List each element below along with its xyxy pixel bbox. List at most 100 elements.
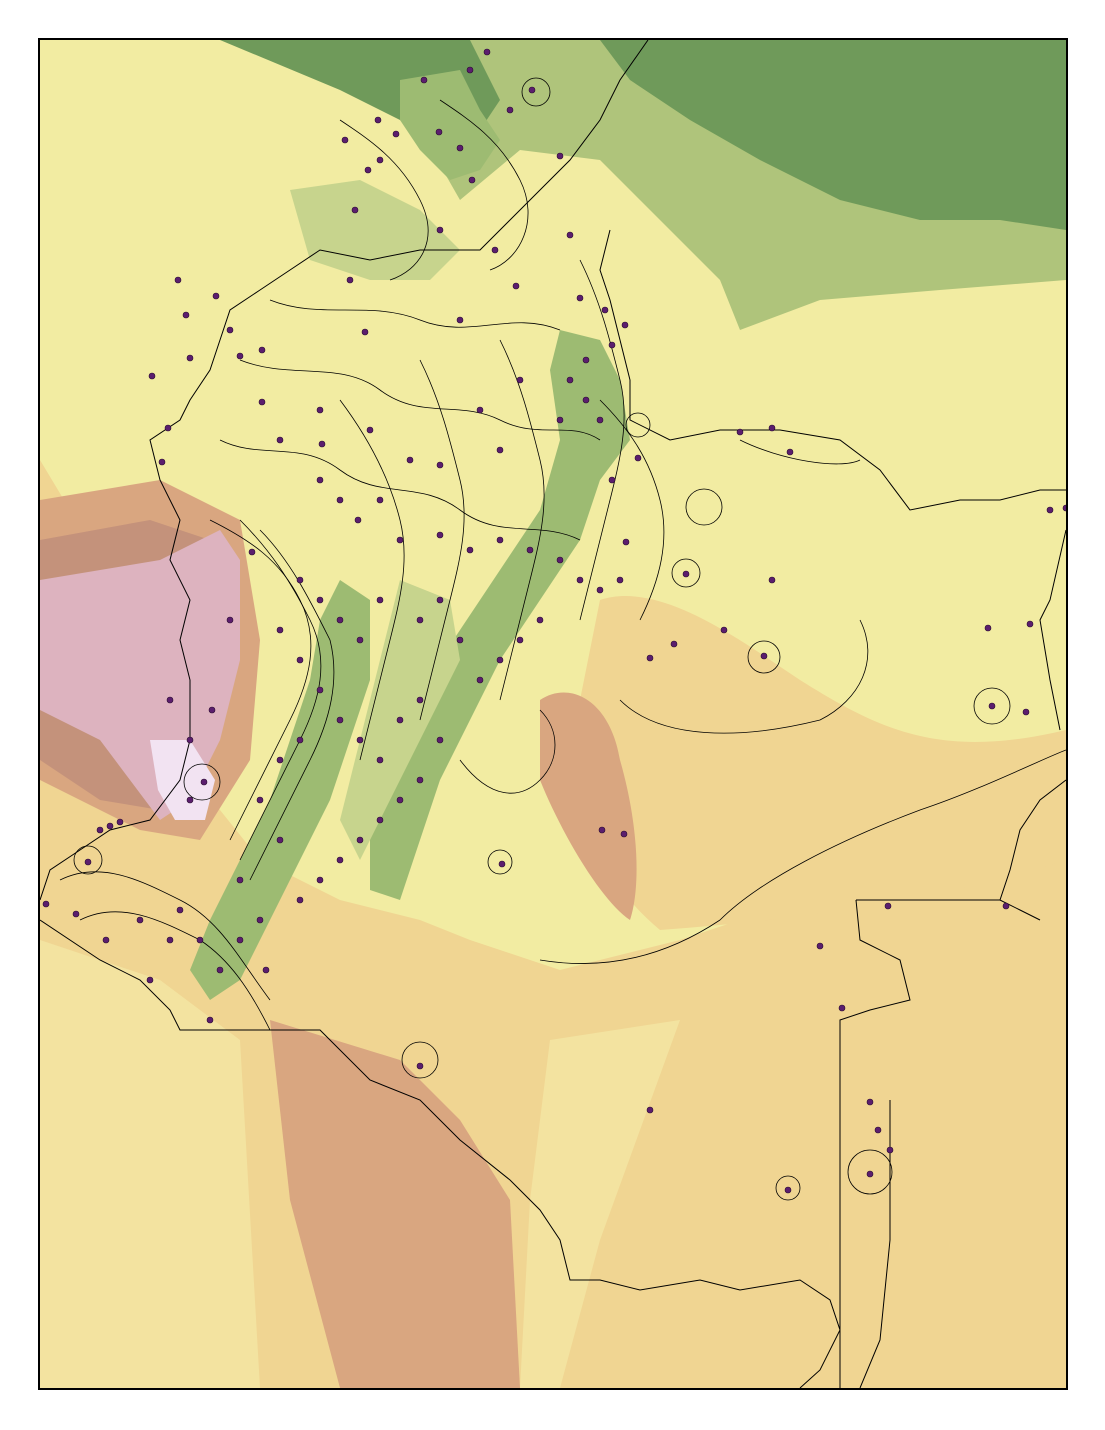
station-point: [396, 796, 404, 804]
station-point: [1022, 708, 1030, 716]
station-point: [566, 231, 574, 239]
station-point: [176, 906, 184, 914]
station-point: [351, 206, 359, 214]
contour-ring: [625, 412, 651, 438]
station-point: [336, 856, 344, 864]
station-point: [582, 356, 590, 364]
station-point: [336, 616, 344, 624]
station-point: [262, 966, 270, 974]
station-point: [416, 776, 424, 784]
station-point: [526, 546, 534, 554]
station-point: [784, 1186, 792, 1194]
station-point: [166, 696, 174, 704]
station-point: [374, 116, 382, 124]
station-point: [216, 966, 224, 974]
contour-ring: [685, 488, 723, 526]
contour-ring: [973, 687, 1011, 725]
station-point: [376, 756, 384, 764]
station-point: [226, 616, 234, 624]
station-point: [316, 476, 324, 484]
contour-line: [239, 359, 601, 441]
contour-line: [619, 619, 869, 734]
national-border: [40, 40, 649, 901]
station-point: [506, 106, 514, 114]
contour-ring: [183, 763, 221, 801]
station-point: [556, 152, 564, 160]
station-point: [466, 546, 474, 554]
contour-line: [499, 339, 545, 701]
station-point: [416, 696, 424, 704]
station-point: [276, 436, 284, 444]
station-point: [236, 936, 244, 944]
station-point: [984, 624, 992, 632]
contour-ring: [747, 640, 781, 674]
station-point: [361, 328, 369, 336]
raster-north-green-inland: [400, 70, 500, 180]
contour-line: [339, 119, 429, 281]
station-point: [236, 352, 244, 360]
station-point: [296, 656, 304, 664]
station-point: [356, 836, 364, 844]
station-point: [376, 816, 384, 824]
contour-line: [419, 359, 465, 721]
map-frame: [38, 38, 1068, 1390]
contour-line: [599, 399, 665, 621]
department-border: [856, 899, 1041, 921]
contour-ring: [847, 1149, 893, 1195]
station-point: [206, 1016, 214, 1024]
station-point: [498, 860, 506, 868]
station-point: [72, 910, 80, 918]
station-point: [148, 372, 156, 380]
station-point: [212, 292, 220, 300]
contour-line: [219, 439, 581, 541]
station-point: [276, 836, 284, 844]
station-point: [196, 936, 204, 944]
station-point: [436, 531, 444, 539]
station-point: [256, 916, 264, 924]
station-point: [436, 596, 444, 604]
station-point: [296, 896, 304, 904]
station-point: [258, 398, 266, 406]
station-point: [608, 476, 616, 484]
station-point: [496, 656, 504, 664]
station-point: [226, 326, 234, 334]
station-point: [84, 858, 92, 866]
station-point: [616, 576, 624, 584]
station-point: [1002, 902, 1010, 910]
station-point: [102, 936, 110, 944]
border-lines: [40, 40, 1066, 1388]
station-point: [356, 736, 364, 744]
station-point: [296, 736, 304, 744]
station-point: [576, 576, 584, 584]
station-point: [420, 76, 428, 84]
station-point: [720, 626, 728, 634]
station-point: [376, 156, 384, 164]
station-point: [466, 66, 474, 74]
station-point: [364, 166, 372, 174]
station-point: [596, 586, 604, 594]
station-point: [258, 346, 266, 354]
station-point: [483, 48, 491, 56]
station-point: [146, 976, 154, 984]
contour-ring: [521, 77, 551, 107]
contour-line: [209, 519, 312, 841]
station-point: [866, 1170, 874, 1178]
station-point: [318, 440, 326, 448]
station-point: [866, 1098, 874, 1106]
station-point: [1046, 506, 1054, 514]
station-point: [200, 778, 208, 786]
station-point: [582, 396, 590, 404]
contour-line: [579, 259, 625, 621]
station-point: [496, 536, 504, 544]
contour-ring: [671, 558, 701, 588]
station-point: [316, 686, 324, 694]
station-point: [354, 516, 362, 524]
station-point: [392, 130, 400, 138]
raster-brown-center: [540, 692, 637, 920]
station-point: [620, 830, 628, 838]
contour-line: [59, 871, 271, 1001]
station-point: [276, 626, 284, 634]
contour-line: [739, 439, 861, 465]
station-point: [336, 716, 344, 724]
station-point: [186, 736, 194, 744]
